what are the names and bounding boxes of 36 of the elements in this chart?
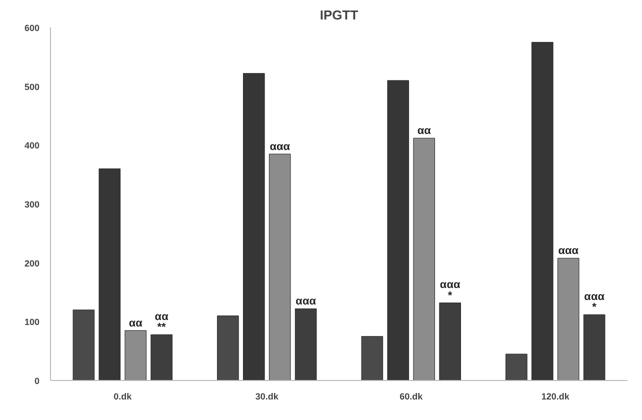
x-tick-label: 120.dk [541, 392, 570, 402]
annotation: αα ** [154, 310, 169, 334]
bar [217, 316, 239, 380]
bar [439, 302, 461, 380]
bar [506, 354, 528, 380]
annotation: ααα * [440, 279, 460, 302]
annotation: αα [417, 125, 432, 138]
chart-title: IPGTT [320, 8, 358, 22]
bar [150, 334, 172, 380]
y-tick-label: 600 [24, 23, 40, 33]
bar [387, 80, 410, 380]
x-tick-label: 60.dk [400, 392, 424, 402]
annotation: ααα [558, 245, 579, 258]
bar [98, 168, 121, 380]
y-tick-label: 400 [24, 140, 40, 151]
bar [557, 258, 580, 380]
bar [413, 138, 436, 380]
bar [242, 73, 265, 380]
annotation: ααα [296, 296, 316, 308]
bar [72, 310, 95, 380]
bar [268, 154, 291, 380]
y-tick-label: 200 [24, 258, 40, 268]
x-tick-label: 30.dk [255, 392, 280, 402]
y-tick-label: 300 [24, 200, 40, 210]
bar [583, 314, 606, 380]
annotation: ααα [270, 140, 290, 153]
y-tick-label: 0 [34, 376, 40, 386]
annotation: ααα * [584, 290, 605, 314]
annotation: αα [128, 317, 143, 330]
bar [124, 330, 147, 380]
bar [294, 308, 317, 380]
x-tick-label: 0.dk [114, 392, 133, 402]
bar [361, 336, 384, 380]
y-tick-label: 500 [24, 82, 40, 92]
y-tick-label: 100 [24, 317, 40, 328]
bar [531, 42, 554, 380]
